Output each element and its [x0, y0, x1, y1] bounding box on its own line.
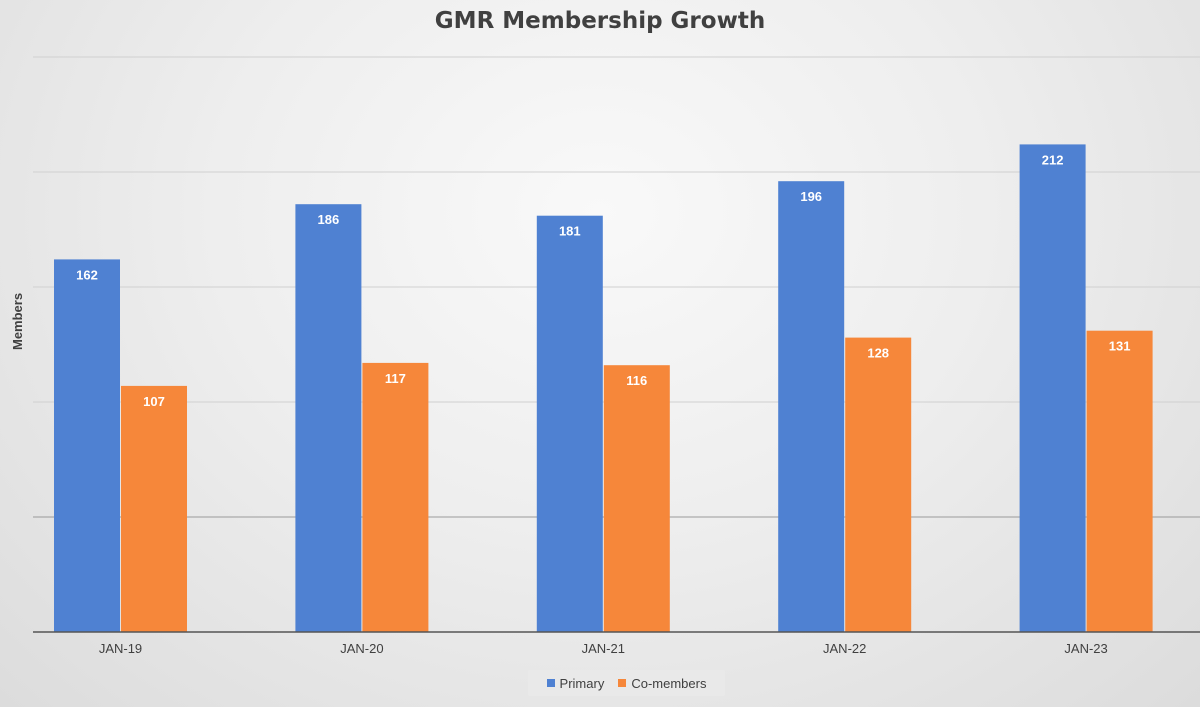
data-label: 181 — [559, 224, 581, 239]
x-tick-label: JAN-19 — [99, 641, 142, 656]
legend-item-co-members: Co-members — [618, 676, 706, 691]
bar-co-members-jan-19 — [121, 385, 187, 632]
bar-primary-jan-20 — [295, 204, 362, 632]
x-tick-label: JAN-22 — [823, 641, 866, 656]
data-label: 117 — [385, 371, 406, 386]
legend: Primary Co-members — [528, 670, 725, 696]
x-tick-label: JAN-21 — [582, 641, 625, 656]
chart-title: GMR Membership Growth — [434, 8, 766, 34]
legend-swatch-co-members — [618, 679, 627, 687]
data-label: 212 — [1042, 152, 1064, 167]
bars — [54, 144, 1153, 632]
data-label: 186 — [318, 212, 340, 227]
data-label: 131 — [1109, 339, 1131, 354]
bar-co-members-jan-23 — [1086, 330, 1153, 632]
data-label: 128 — [867, 346, 889, 361]
x-axis-ticks: JAN-19 JAN-20 JAN-21 JAN-22 JAN-23 — [99, 641, 1108, 656]
legend-item-primary: Primary — [546, 675, 605, 691]
data-label: 196 — [800, 189, 822, 204]
data-label: 107 — [143, 394, 165, 409]
x-tick-label: JAN-20 — [340, 641, 383, 656]
bar-co-members-jan-20 — [362, 362, 429, 632]
legend-swatch-primary — [546, 679, 555, 687]
data-labels: 162 107 186 117 181 116 196 128 212 131 — [76, 152, 1130, 409]
bar-primary-jan-21 — [536, 215, 603, 632]
bar-co-members-jan-22 — [845, 337, 912, 632]
data-label: 162 — [76, 267, 98, 282]
bar-primary-jan-22 — [778, 181, 845, 632]
x-tick-label: JAN-23 — [1064, 641, 1107, 656]
bar-primary-jan-19 — [54, 259, 120, 632]
bar-co-members-jan-21 — [603, 365, 670, 632]
legend-label-primary: Primary — [559, 675, 605, 691]
legend-label-co-members: Co-members — [631, 675, 707, 691]
data-label: 116 — [626, 373, 647, 388]
bar-primary-jan-23 — [1019, 144, 1086, 632]
